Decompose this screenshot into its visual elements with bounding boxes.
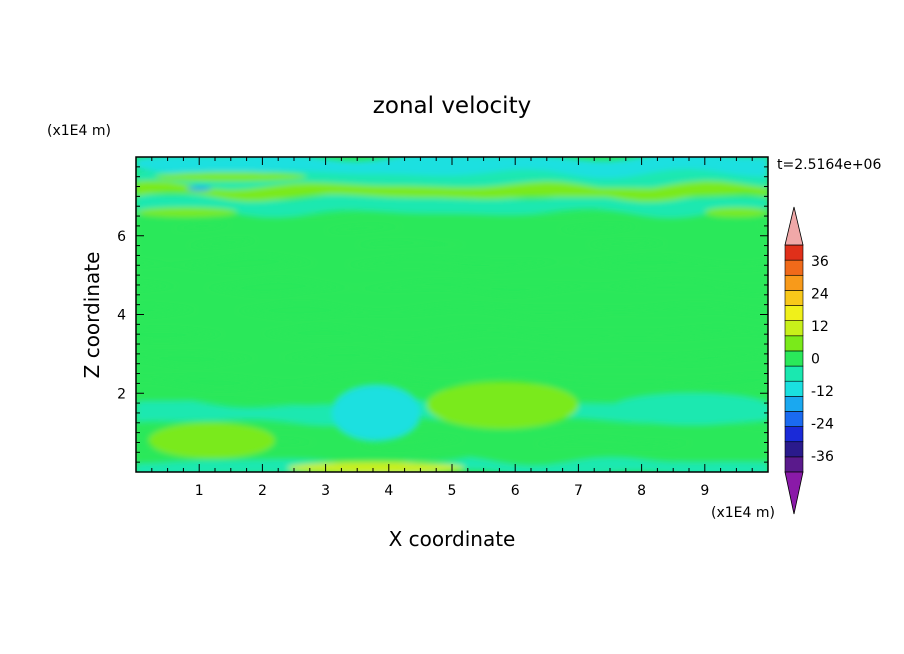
colorbar-tick-label: 12 bbox=[811, 319, 829, 335]
field-feature bbox=[154, 171, 307, 182]
field-contours bbox=[136, 157, 768, 472]
field-band bbox=[136, 356, 768, 383]
x-tick-label: 1 bbox=[195, 483, 204, 499]
x-tick-label: 6 bbox=[511, 483, 520, 499]
colorbar-segment bbox=[784, 320, 804, 337]
x-tick-label: 3 bbox=[321, 483, 330, 499]
field-feature bbox=[136, 207, 238, 217]
field-band bbox=[136, 438, 768, 466]
x-axis-label: X coordinate bbox=[389, 527, 516, 551]
colorbar-segment bbox=[784, 365, 804, 382]
x-tick-label: 4 bbox=[384, 483, 393, 499]
colorbar-segment bbox=[784, 426, 804, 443]
colorbar: 36 24 12 0 -12 -24 -36 bbox=[784, 206, 834, 515]
field-feature bbox=[704, 207, 768, 217]
field-band bbox=[136, 332, 768, 360]
field-feature bbox=[331, 385, 421, 441]
colorbar-segment bbox=[784, 305, 804, 321]
colorbar-tick-label: -12 bbox=[811, 384, 834, 400]
x-tick-label: 5 bbox=[448, 483, 457, 499]
x-unit-label: (x1E4 m) bbox=[711, 505, 775, 521]
colorbar-segment bbox=[784, 411, 804, 427]
velocity-field bbox=[136, 157, 768, 472]
colorbar-tick-label: -36 bbox=[811, 449, 834, 465]
field-feature bbox=[186, 186, 212, 191]
colorbar-segment bbox=[784, 244, 804, 261]
plot-area bbox=[136, 157, 768, 472]
y-axis-ticks: 2 4 6 bbox=[117, 156, 768, 473]
field-feature bbox=[148, 422, 276, 459]
colorbar-segment bbox=[784, 456, 804, 473]
chart-title: zonal velocity bbox=[373, 93, 531, 119]
y-tick-label: 6 bbox=[117, 229, 126, 245]
x-tick-label: 9 bbox=[700, 483, 709, 499]
y-unit-label: (x1E4 m) bbox=[47, 123, 111, 139]
field-feature bbox=[610, 393, 768, 425]
x-axis-ticks: 1 2 3 4 5 6 7 8 9 bbox=[135, 157, 769, 499]
colorbar-segment bbox=[784, 335, 804, 352]
y-tick-label: 2 bbox=[117, 386, 126, 402]
colorbar-segment bbox=[784, 441, 804, 458]
y-axis-label: Z coordinate bbox=[80, 252, 104, 379]
colorbar-segment bbox=[784, 350, 804, 367]
colorbar-segment bbox=[784, 290, 804, 306]
field-band bbox=[136, 419, 768, 446]
time-label: t=2.5164e+06 bbox=[777, 157, 881, 173]
colorbar-segment bbox=[784, 259, 804, 276]
colorbar-segment bbox=[784, 274, 804, 291]
colorbar-segment bbox=[784, 380, 804, 397]
x-tick-label: 8 bbox=[637, 483, 646, 499]
field-band bbox=[136, 157, 768, 179]
field-feature bbox=[433, 187, 750, 198]
field-band bbox=[136, 308, 768, 336]
field-band bbox=[136, 207, 768, 234]
colorbar-tick-label: 36 bbox=[811, 254, 829, 270]
colorbar-over-arrow bbox=[784, 206, 804, 246]
colorbar-tick-label: 0 bbox=[811, 352, 820, 368]
colorbar-tick-label: -24 bbox=[811, 416, 834, 432]
x-tick-label: 7 bbox=[574, 483, 583, 499]
y-tick-label: 4 bbox=[117, 308, 126, 324]
x-tick-label: 2 bbox=[258, 483, 267, 499]
colorbar-segment bbox=[784, 396, 804, 412]
field-feature bbox=[470, 395, 522, 415]
field-band bbox=[136, 286, 768, 312]
colorbar-tick-label: 24 bbox=[811, 287, 829, 303]
colorbar-under-arrow bbox=[784, 471, 804, 515]
field-band bbox=[136, 261, 768, 289]
field-feature bbox=[167, 434, 206, 447]
